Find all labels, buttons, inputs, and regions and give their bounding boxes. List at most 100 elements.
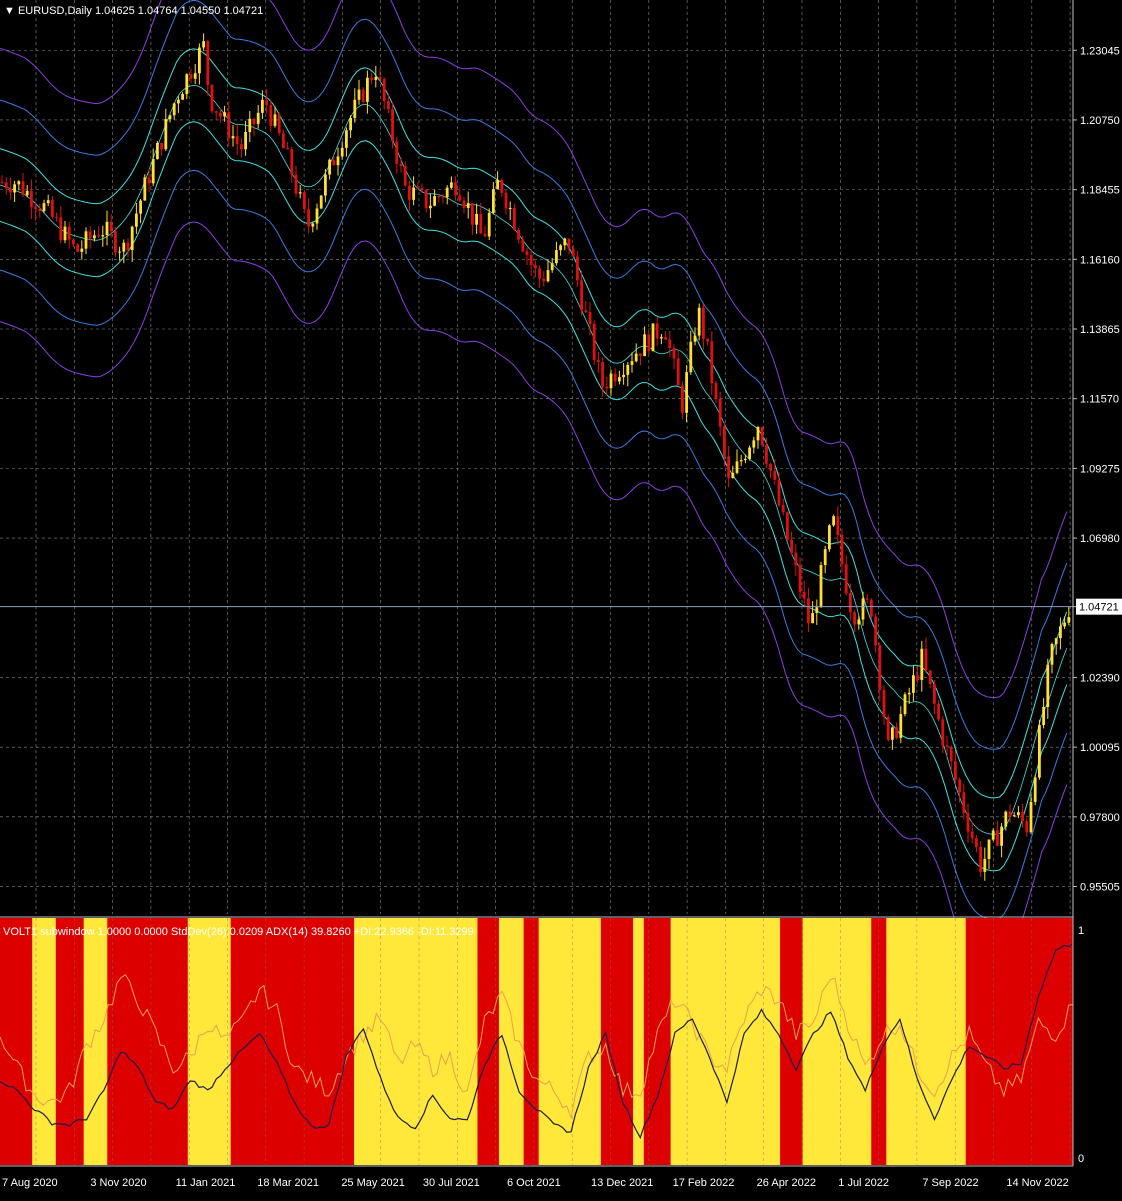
candle-body <box>693 335 697 342</box>
candle-body <box>727 456 730 479</box>
candle-body <box>592 323 596 361</box>
candle-body <box>202 41 205 48</box>
candle-body <box>891 727 894 740</box>
candle-body <box>9 188 12 193</box>
candle-body <box>1046 664 1050 707</box>
candle-body <box>265 99 268 106</box>
candle-body <box>172 103 176 116</box>
candle-body <box>798 565 802 592</box>
candle-body <box>240 144 243 150</box>
candle-body <box>76 244 79 252</box>
candle-body <box>256 112 260 124</box>
candle-body <box>483 233 487 237</box>
candle-body <box>865 598 869 600</box>
candle-body <box>710 341 714 384</box>
x-tick-label: 6 Oct 2021 <box>507 1177 561 1189</box>
candle-body <box>395 141 399 164</box>
candle-body <box>836 516 840 536</box>
candle-body <box>311 223 315 227</box>
zone-red <box>107 918 189 1165</box>
candle-body <box>454 182 457 196</box>
candle-body <box>672 348 676 359</box>
candle-body <box>655 323 659 339</box>
candle-body <box>975 838 978 847</box>
zone-red <box>643 918 672 1165</box>
candle-body <box>189 74 193 79</box>
candle-body <box>945 745 949 747</box>
indicator-subwindow[interactable] <box>0 918 1074 1165</box>
zone-yellow <box>886 918 967 1165</box>
candle-body <box>420 187 424 190</box>
y-tick-label: 0.97800 <box>1080 812 1120 824</box>
candle-body <box>80 248 84 252</box>
candle-body <box>408 185 411 200</box>
volatility-zones <box>0 918 1074 1165</box>
x-tick-label: 3 Nov 2020 <box>90 1177 146 1189</box>
zone-yellow <box>802 918 872 1165</box>
candle-body <box>399 163 403 167</box>
candle-body <box>450 182 453 188</box>
subwindow-caption: VOLT1 subwindow 1.0000 0.0000 StdDev(26)… <box>3 926 474 938</box>
y-tick-label: 1.09275 <box>1080 463 1120 475</box>
candle-body <box>882 690 886 717</box>
candle-body <box>853 612 856 625</box>
candle-body <box>307 209 310 227</box>
candle-body <box>697 307 701 336</box>
zone-yellow <box>498 918 525 1165</box>
candle-body <box>718 398 722 427</box>
candle-body <box>534 265 537 269</box>
candle-body <box>118 251 121 253</box>
candle-body <box>63 226 67 241</box>
candle-body <box>832 516 835 526</box>
candle-body <box>706 338 709 342</box>
candle-body <box>861 598 865 620</box>
candle-body <box>664 337 667 340</box>
x-tick-label: 7 Aug 2020 <box>2 1177 58 1189</box>
candle-body <box>294 174 298 194</box>
candle-body <box>1021 812 1024 822</box>
zone-red <box>0 918 33 1165</box>
candle-body <box>773 470 777 480</box>
x-tick-label: 25 May 2021 <box>341 1177 405 1189</box>
candle-body <box>261 99 264 113</box>
candle-body <box>181 94 184 100</box>
candle-body <box>227 112 231 139</box>
candle-body <box>991 830 995 840</box>
band-line <box>0 169 1068 920</box>
candle-body <box>403 166 407 186</box>
candle-body <box>668 339 672 349</box>
time-axis[interactable]: 7 Aug 2020 3 Nov 2020 11 Jan 2021 18 Mar 20… <box>2 1177 1069 1189</box>
candle-body <box>273 114 277 126</box>
candle-body <box>198 47 201 74</box>
symbol-header: ▼ EURUSD,Daily 1.04625 1.04764 1.04550 1… <box>4 5 263 17</box>
candle-body <box>324 174 327 196</box>
candle-body <box>500 179 504 193</box>
candle-body <box>613 373 617 382</box>
candle-body <box>983 858 987 872</box>
candle-body <box>508 207 512 209</box>
candle-body <box>21 181 25 196</box>
candle-body <box>886 716 890 740</box>
candle-body <box>622 374 625 378</box>
candle-body <box>210 84 214 112</box>
candle-body <box>828 525 831 550</box>
candle-body <box>576 256 579 281</box>
candle-body <box>38 209 42 212</box>
candle-body <box>928 670 932 685</box>
zone-red <box>477 918 500 1165</box>
candle-body <box>563 238 567 246</box>
candles <box>0 33 1071 881</box>
main-price-panel[interactable] <box>0 0 1073 972</box>
candle-body <box>966 812 970 832</box>
candle-body <box>597 360 600 363</box>
zone-red <box>230 918 250 1165</box>
y-tick-label: 1.16160 <box>1080 254 1120 266</box>
candle-body <box>462 200 466 208</box>
candle-body <box>538 268 541 279</box>
price-axis[interactable]: 1.23045 1.20750 1.18455 1.16160 1.13865 1.115… <box>1073 45 1122 894</box>
candle-body <box>244 131 247 150</box>
candle-body <box>17 181 21 185</box>
candle-body <box>345 130 348 148</box>
candle-body <box>735 461 739 473</box>
